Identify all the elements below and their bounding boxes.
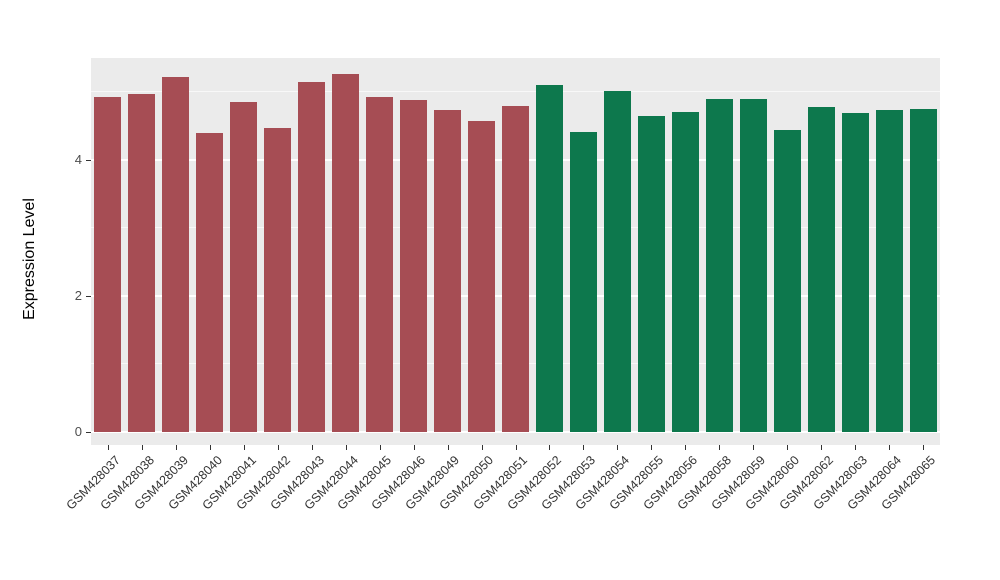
y-tick-mark-4 (86, 160, 91, 161)
bar-GSM428038 (128, 94, 156, 432)
bar-GSM428060 (773, 130, 801, 432)
y-tick-label-0: 0 (74, 424, 82, 439)
x-tick-mark-GSM428046 (413, 445, 415, 450)
x-tick-mark-GSM428055 (651, 445, 653, 450)
x-tick-mark-GSM428060 (787, 445, 789, 450)
x-tick-mark-GSM428052 (549, 445, 551, 450)
bar-GSM428053 (569, 132, 597, 432)
x-tick-mark-GSM428064 (889, 445, 891, 450)
x-tick-mark-GSM428050 (481, 445, 483, 450)
bar-GSM428046 (400, 100, 428, 432)
bar-GSM428054 (603, 91, 631, 432)
bar-GSM428039 (162, 77, 190, 432)
y-axis-title: Expression Level (21, 198, 38, 320)
bar-GSM428059 (739, 99, 767, 432)
bar-GSM428042 (264, 128, 292, 432)
minor-gridline-5 (91, 91, 940, 92)
x-tick-mark-GSM428059 (753, 445, 755, 450)
bar-GSM428064 (875, 109, 903, 432)
x-tick-mark-GSM428063 (855, 445, 857, 450)
x-tick-mark-GSM428053 (583, 445, 585, 450)
y-tick-label-4: 4 (74, 152, 82, 167)
x-tick-mark-GSM428056 (685, 445, 687, 450)
bar-GSM428050 (468, 121, 496, 432)
x-tick-mark-GSM428043 (311, 445, 313, 450)
bar-GSM428056 (671, 112, 699, 432)
bar-GSM428049 (434, 110, 462, 432)
x-tick-mark-GSM428045 (379, 445, 381, 450)
x-tick-mark-GSM428040 (209, 445, 211, 450)
x-tick-mark-GSM428038 (141, 445, 143, 450)
bar-GSM428058 (705, 98, 733, 432)
x-tick-mark-GSM428044 (345, 445, 347, 450)
x-tick-mark-GSM428049 (447, 445, 449, 450)
bar-GSM428044 (332, 73, 360, 432)
x-tick-mark-GSM428041 (243, 445, 245, 450)
y-tick-mark-0 (86, 432, 91, 433)
bar-GSM428063 (841, 113, 869, 432)
bar-GSM428051 (502, 106, 529, 432)
bar-GSM428062 (807, 106, 835, 432)
x-tick-mark-GSM428042 (277, 445, 279, 450)
x-tick-mark-GSM428039 (175, 445, 177, 450)
major-gridline-0 (91, 431, 940, 433)
bar-GSM428043 (298, 81, 326, 432)
bar-GSM428041 (230, 102, 258, 432)
y-tick-mark-2 (86, 296, 91, 297)
bar-GSM428045 (366, 96, 394, 432)
bar-GSM428065 (909, 109, 937, 432)
bar-GSM428037 (94, 97, 122, 432)
x-tick-mark-GSM428051 (515, 445, 517, 450)
x-tick-mark-GSM428065 (923, 445, 925, 450)
x-tick-mark-GSM428058 (719, 445, 721, 450)
bar-GSM428055 (637, 115, 665, 432)
x-tick-mark-GSM428037 (107, 445, 109, 450)
x-tick-mark-GSM428054 (617, 445, 619, 450)
plot-panel (91, 58, 940, 445)
x-tick-mark-GSM428062 (821, 445, 823, 450)
bar-GSM428052 (535, 84, 563, 432)
y-tick-label-2: 2 (74, 288, 82, 303)
bar-GSM428040 (196, 132, 224, 432)
